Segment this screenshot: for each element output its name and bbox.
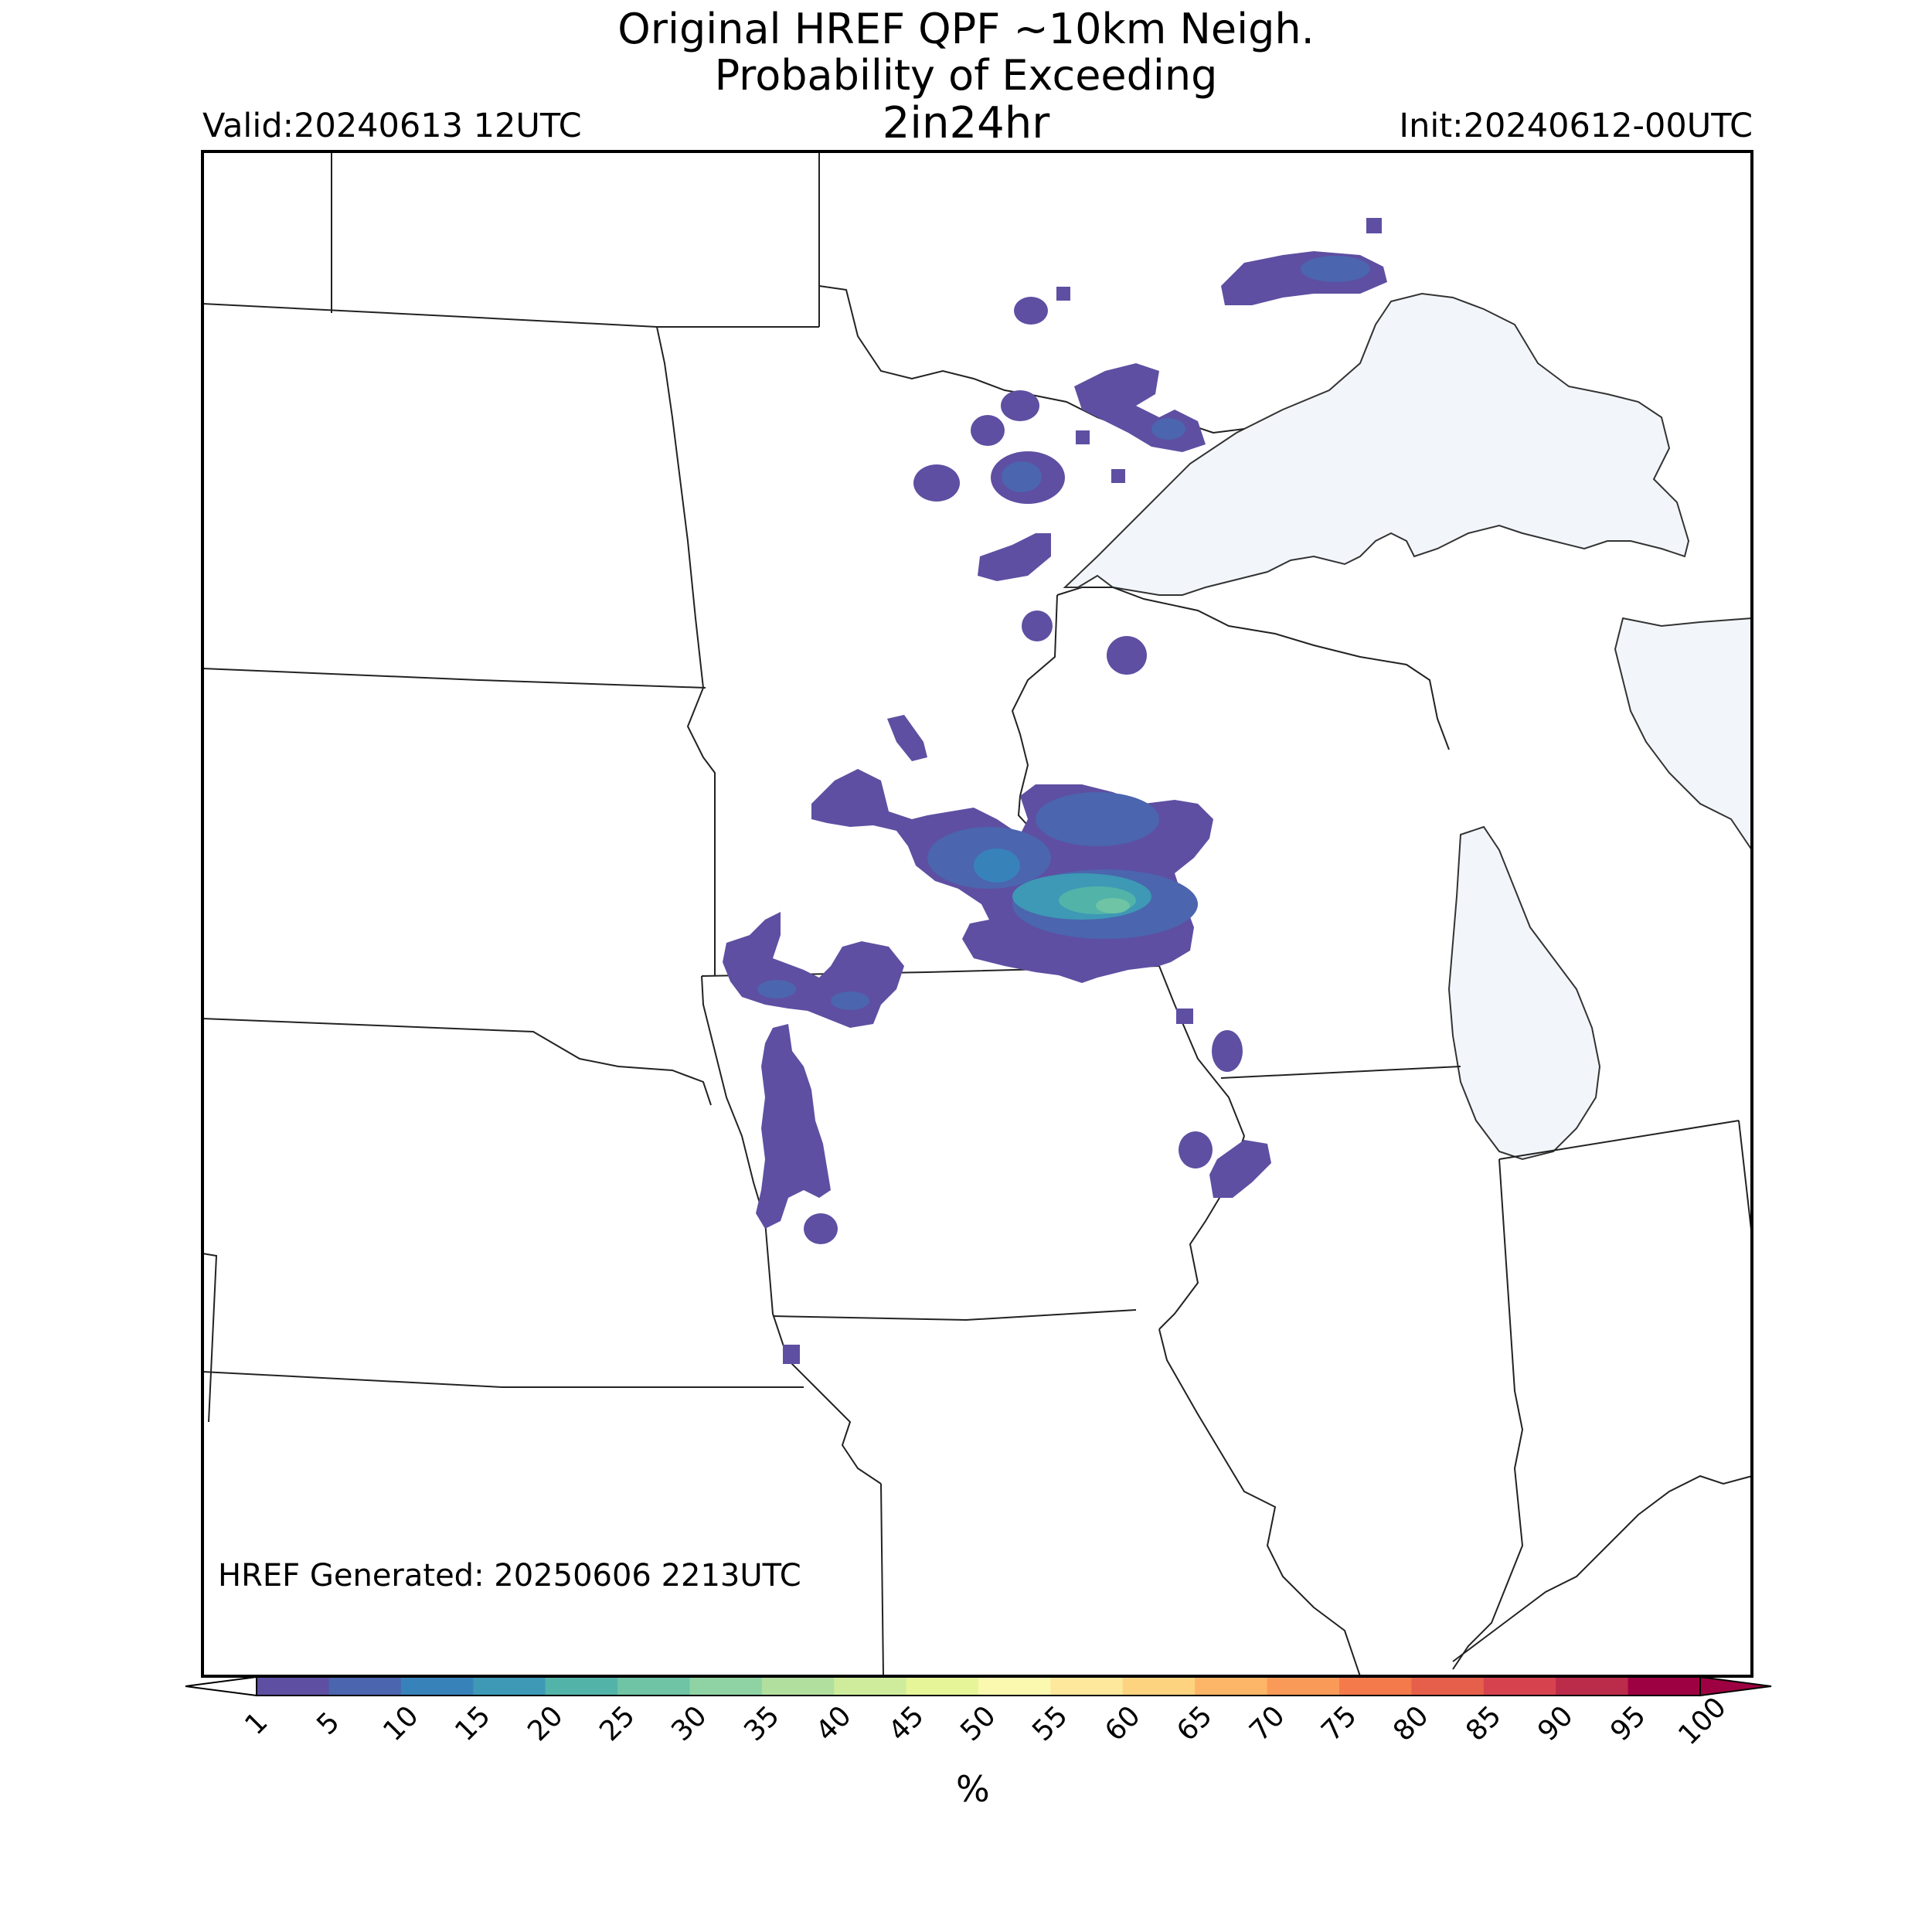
prob-area-main-high-a [974, 849, 1020, 883]
prob-area-cell-16 [804, 1213, 838, 1244]
generated-time-label: HREF Generated: 20250606 2213UTC [218, 1558, 801, 1594]
title-line-3: 2in24hr [882, 98, 1050, 148]
border-il-in [1452, 1158, 1524, 1670]
colorbar-bin [761, 1677, 835, 1696]
prob-area-cell-14 [1176, 1009, 1193, 1024]
prob-area-cell-13 [887, 715, 927, 761]
init-time-label: Init:20240612-00UTC [1399, 107, 1753, 145]
state-borders [202, 151, 1753, 1677]
prob-area-superior-core [1301, 256, 1370, 282]
colorbar-bin [617, 1677, 690, 1696]
border-nd-sd [202, 668, 706, 689]
prob-area-cell-6 [1076, 430, 1090, 444]
colorbar-bin [1556, 1677, 1629, 1696]
border-nd-mn [656, 326, 716, 976]
prob-area-border-core [1151, 418, 1185, 440]
colorbar-bin [1483, 1677, 1556, 1696]
prob-area-cell-7 [913, 464, 960, 502]
colorbar-under-extend [185, 1675, 257, 1697]
colorbar-bin [545, 1677, 618, 1696]
border-il-south [1158, 1328, 1361, 1677]
colorbar-bin [1267, 1677, 1340, 1696]
border-ne-ks [202, 1371, 804, 1388]
border-wi-il [1220, 1066, 1461, 1079]
colorbar-bin [1339, 1677, 1412, 1696]
prob-area-cell-11 [1022, 611, 1053, 641]
prob-area-main-peak [1096, 898, 1130, 913]
prob-area-cell-5 [971, 415, 1005, 446]
title-line-2: Probability of Exceeding [714, 51, 1218, 100]
border-in-oh [1498, 1120, 1753, 1237]
valid-time-label: Valid:20240613 12UTC [202, 107, 582, 145]
colorbar-bin [1122, 1677, 1196, 1696]
colorbar-bin [834, 1677, 907, 1696]
colorbar-bin [328, 1677, 402, 1696]
border-ia-mo [772, 1309, 1137, 1321]
colorbar [185, 1675, 1772, 1697]
prob-area-cell-9 [1111, 469, 1125, 483]
prob-area-cell-4 [1001, 390, 1039, 421]
prob-area-cell-17 [1179, 1131, 1213, 1168]
prob-area-cell-15 [1212, 1030, 1243, 1072]
colorbar-frame [256, 1676, 1701, 1696]
title-line-1: Original HREF QPF ~10km Neigh. [617, 5, 1315, 53]
precip-probability-high [974, 849, 1151, 920]
prob-area-cell-3 [1056, 287, 1070, 301]
prob-area-west-core-b [757, 980, 796, 998]
border-canada-west [202, 303, 819, 328]
border-wi-mi [1056, 587, 1450, 750]
border-ky [1452, 1475, 1753, 1662]
prob-area-cell-19 [783, 1345, 800, 1364]
colorbar-bin [978, 1677, 1051, 1696]
colorbar-bin [257, 1677, 329, 1696]
colorbar-bin [689, 1677, 763, 1696]
prob-area-west-core [831, 992, 869, 1010]
prob-area-cell-1 [1366, 218, 1382, 233]
prob-area-cell-10 [978, 533, 1051, 581]
colorbar-bin [1411, 1677, 1485, 1696]
border-ia-west [701, 975, 882, 1485]
prob-area-cell-8-core [1002, 461, 1042, 492]
colorbar-bin [1195, 1677, 1268, 1696]
lake-huron [1614, 617, 1753, 853]
border-ks-mo [880, 1483, 884, 1677]
border-co-ne [202, 1253, 218, 1423]
prob-area-cell-18 [1209, 1140, 1271, 1198]
colorbar-bin [1628, 1677, 1701, 1696]
prob-area-iowa-west [756, 1024, 831, 1229]
prob-area-main-core-b [1036, 792, 1159, 846]
lake-superior [1063, 292, 1690, 596]
water-bodies [1063, 292, 1753, 1161]
colorbar-bin [473, 1677, 546, 1696]
border-sd-ne [202, 1018, 712, 1106]
prob-area-cell-12 [1107, 636, 1147, 675]
prob-area-cell-2 [1014, 297, 1048, 325]
colorbar-bin [1050, 1677, 1124, 1696]
colorbar-unit-label: % [956, 1768, 990, 1810]
lake-michigan [1447, 825, 1601, 1161]
colorbar-bin [906, 1677, 979, 1696]
colorbar-bin [400, 1677, 474, 1696]
